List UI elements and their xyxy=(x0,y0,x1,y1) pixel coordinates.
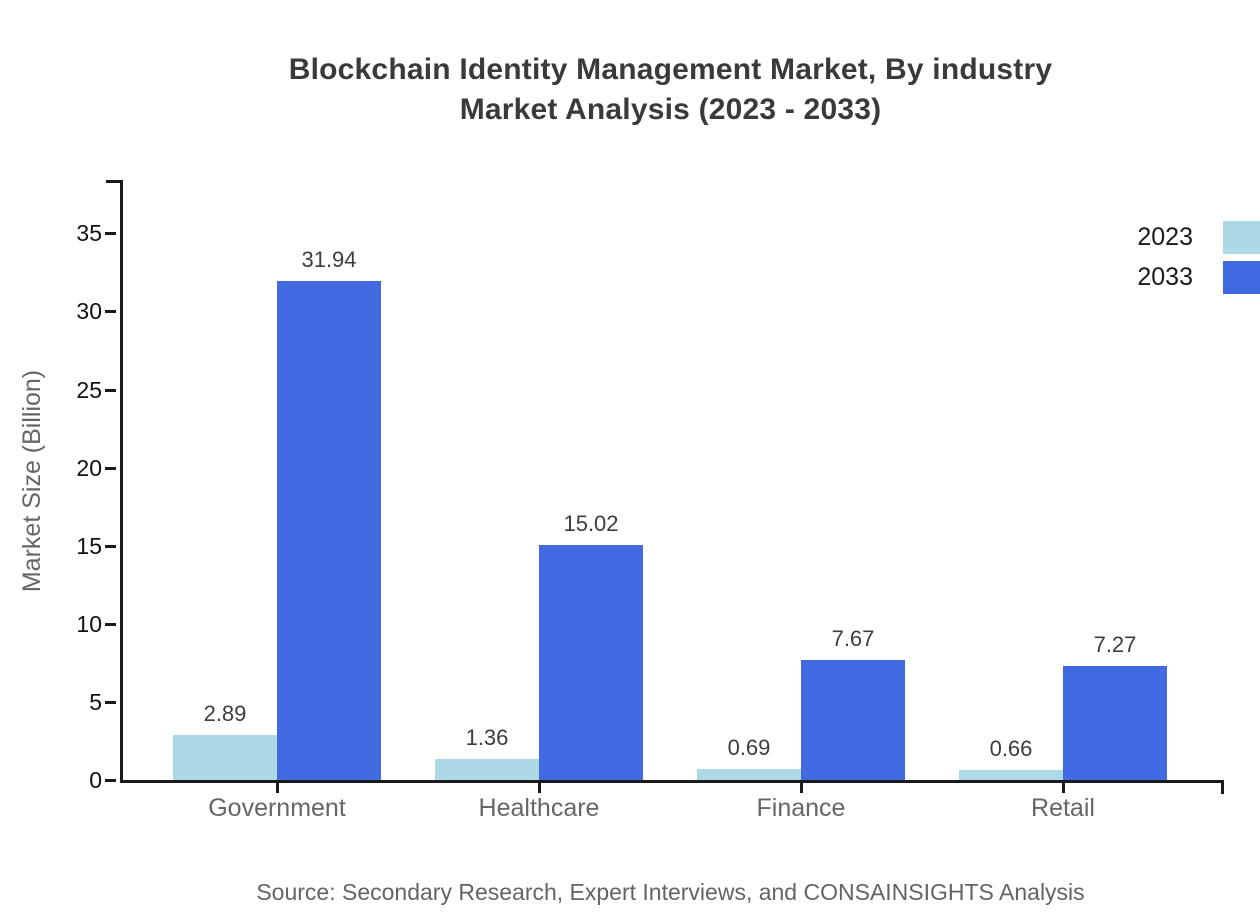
bar-2023-healthcare xyxy=(435,759,539,780)
chart-title: Blockchain Identity Management Market, B… xyxy=(120,50,1221,130)
y-tick xyxy=(105,544,116,548)
y-tick-label: 25 xyxy=(76,376,102,403)
x-category-label: Healthcare xyxy=(478,794,600,822)
bar-value-label: 0.69 xyxy=(727,735,771,760)
bar-2033-healthcare xyxy=(539,545,643,780)
bar-2023-retail xyxy=(959,770,1063,780)
y-tick-label: 15 xyxy=(76,532,102,559)
bar-2033-government xyxy=(277,281,381,780)
legend-swatch-2023 xyxy=(1223,221,1260,254)
y-tick-label: 10 xyxy=(76,610,102,637)
y-tick-label: 30 xyxy=(76,298,102,325)
y-tick xyxy=(105,310,116,314)
bar-2033-finance xyxy=(801,660,905,780)
y-tick-label: 20 xyxy=(76,454,102,481)
y-tick xyxy=(105,466,116,470)
y-tick xyxy=(105,779,116,782)
x-tick xyxy=(538,782,541,793)
x-tick xyxy=(800,782,803,793)
y-tick xyxy=(105,622,116,626)
chart-title-line1: Blockchain Identity Management Market, B… xyxy=(288,53,1053,86)
chart-title-line2: Market Analysis (2023 - 2033) xyxy=(459,93,882,126)
source-note: Source: Secondary Research, Expert Inter… xyxy=(256,879,1085,905)
y-axis-line xyxy=(120,180,123,783)
x-category-label: Government xyxy=(208,794,346,822)
bar-2023-finance xyxy=(697,769,801,780)
x-axis-line xyxy=(120,780,1224,783)
y-tick xyxy=(105,232,116,236)
y-tick xyxy=(105,388,116,392)
bar-value-label: 2.89 xyxy=(203,701,247,726)
x-category-label: Retail xyxy=(1031,794,1095,822)
bar-value-label: 0.66 xyxy=(989,736,1033,761)
x-tick xyxy=(1062,782,1065,793)
legend-label-2033: 2033 xyxy=(1137,263,1193,291)
bar-2033-retail xyxy=(1063,666,1167,780)
y-tick xyxy=(105,700,116,704)
bar-value-label: 1.36 xyxy=(465,725,509,750)
legend-label-2023: 2023 xyxy=(1137,223,1193,251)
y-tick-label: 5 xyxy=(89,688,102,715)
y-axis-endcap-tick xyxy=(106,180,120,183)
bar-value-label: 15.02 xyxy=(563,511,619,536)
x-category-label: Finance xyxy=(756,794,846,822)
x-tick xyxy=(276,782,279,793)
legend-swatch-2033 xyxy=(1223,261,1260,294)
x-axis-endcap-tick xyxy=(1221,780,1224,794)
bar-value-label: 7.27 xyxy=(1093,632,1137,657)
bar-2023-government xyxy=(173,735,277,780)
y-tick-label: 0 xyxy=(89,767,102,793)
bar-value-label: 7.67 xyxy=(831,626,875,651)
bar-value-label: 31.94 xyxy=(301,247,357,272)
y-tick-label: 35 xyxy=(76,220,102,247)
